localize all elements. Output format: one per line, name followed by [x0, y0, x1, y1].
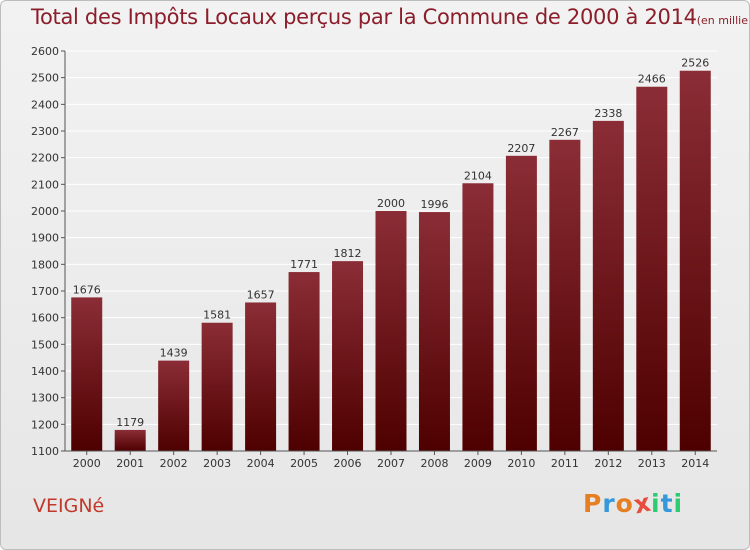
logo-letter: P: [583, 489, 603, 518]
y-tick-label: 2000: [31, 205, 59, 218]
bar-2012: [592, 120, 624, 451]
x-tick-label-2007: 2007: [377, 457, 405, 470]
bar-2003: [201, 322, 233, 451]
logo-letter: o: [615, 489, 634, 518]
data-label-2006: 1812: [334, 247, 362, 260]
data-label-2003: 1581: [203, 309, 231, 322]
x-tick-label-2002: 2002: [160, 457, 188, 470]
data-label-2007: 2000: [377, 197, 405, 210]
x-tick-label-2005: 2005: [290, 457, 318, 470]
logo-letter: t: [660, 489, 674, 518]
y-tick-label: 1400: [31, 365, 59, 378]
chart-title-text: Total des Impôts Locaux perçus par la Co…: [31, 5, 697, 29]
x-tick-label-2012: 2012: [594, 457, 622, 470]
x-tick-label-2011: 2011: [551, 457, 579, 470]
data-label-2010: 2207: [507, 142, 535, 155]
data-label-2008: 1996: [420, 198, 448, 211]
y-tick-label: 2200: [31, 152, 59, 165]
data-label-2011: 2267: [551, 126, 579, 139]
bar-2007: [375, 211, 407, 451]
bar-2013: [636, 86, 668, 451]
bar-2006: [332, 261, 364, 451]
bar-2009: [462, 183, 494, 451]
data-label-2009: 2104: [464, 169, 492, 182]
y-tick-label: 1700: [31, 285, 59, 298]
x-tick-label-2014: 2014: [681, 457, 709, 470]
data-label-2012: 2338: [594, 107, 622, 120]
chart-title-unit: (en milliers d'€): [696, 14, 749, 27]
data-label-2004: 1657: [247, 288, 275, 301]
data-label-2014: 2526: [681, 57, 709, 70]
y-tick-label: 2100: [31, 178, 59, 191]
x-tick-label-2003: 2003: [203, 457, 231, 470]
bar-2010: [505, 155, 537, 452]
x-tick-label-2008: 2008: [420, 457, 448, 470]
y-tick-label: 1800: [31, 258, 59, 271]
logo-letter: r: [602, 489, 616, 518]
y-tick-label: 1500: [31, 338, 59, 351]
bar-2004: [245, 302, 277, 451]
y-tick-label: 2400: [31, 98, 59, 111]
data-label-2000: 1676: [73, 283, 101, 296]
data-labels: 1676 1179 1439 1581 1657 1771 1812 2000 1996 2104…: [73, 57, 710, 429]
x-tick-label-2004: 2004: [247, 457, 275, 470]
y-tick-label: 2500: [31, 72, 59, 85]
bar-2005: [288, 272, 320, 451]
y-axis: 1100 1200 1300 1400 1500 1600 1700 1800 1900 2000…: [31, 45, 66, 458]
commune-name: VEIGNé: [33, 495, 105, 517]
x-tick-label-2009: 2009: [464, 457, 492, 470]
x-tick-label-2013: 2013: [638, 457, 666, 470]
bar-2011: [549, 139, 581, 452]
x-tick-label-2000: 2000: [73, 457, 101, 470]
logo-letter: i: [651, 489, 661, 518]
bar-2002: [158, 360, 190, 451]
logo-letter: i: [673, 489, 684, 518]
bar-2014: [679, 70, 711, 451]
bars: [71, 70, 711, 452]
data-label-2002: 1439: [160, 347, 188, 360]
chart-title: Total des Impôts Locaux perçus par la Co…: [31, 5, 749, 29]
y-tick-label: 1200: [31, 418, 59, 431]
x-axis: 2000 2001 2002 2003 2004 2005 2006 2007 2008 2009…: [65, 450, 717, 470]
x-tick-label-2001: 2001: [116, 457, 144, 470]
y-tick-label: 1300: [31, 392, 59, 405]
y-tick-label: 1100: [31, 445, 59, 458]
y-tick-label: 1900: [31, 232, 59, 245]
y-tick-label: 2300: [31, 125, 59, 138]
y-tick-label: 1600: [31, 312, 59, 325]
bar-2000: [71, 297, 103, 451]
bar-2008: [418, 212, 450, 451]
data-label-2001: 1179: [116, 416, 144, 429]
x-tick-label-2006: 2006: [334, 457, 362, 470]
data-label-2013: 2466: [638, 73, 666, 86]
y-tick-label: 2600: [31, 45, 59, 58]
x-tick-label-2010: 2010: [507, 457, 535, 470]
bar-2001: [114, 429, 146, 451]
proxiti-logo: Proxiti: [583, 488, 684, 520]
data-label-2005: 1771: [290, 258, 318, 271]
